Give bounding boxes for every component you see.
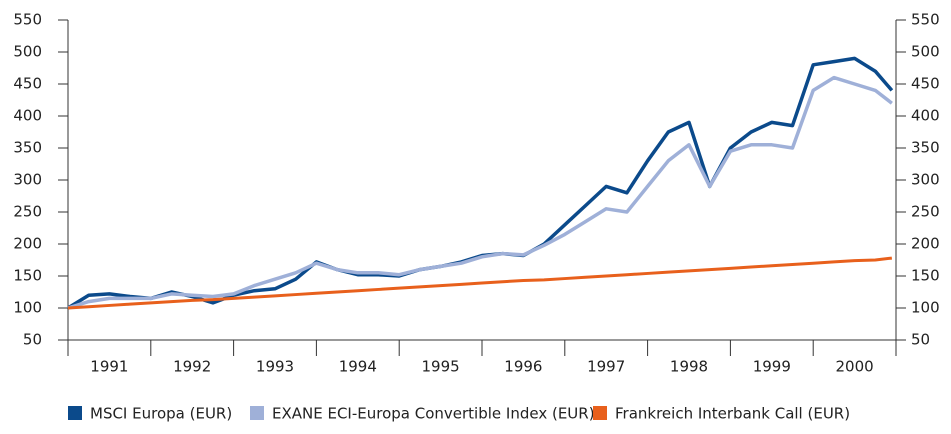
y2-tick-label: 450 xyxy=(911,75,940,93)
y2-tick-label: 550 xyxy=(911,11,940,29)
legend-label: MSCI Europa (EUR) xyxy=(90,405,232,423)
series-line xyxy=(67,256,893,310)
series-line xyxy=(67,56,894,310)
legend-label: Frankreich Interbank Call (EUR) xyxy=(615,405,850,423)
y2-tick-label: 100 xyxy=(911,299,940,317)
y2-tick-label: 400 xyxy=(911,107,940,125)
x-tick-label: 2000 xyxy=(836,358,874,376)
legend-swatch xyxy=(593,406,607,420)
x-tick-label: 1991 xyxy=(90,358,128,376)
y2-tick-label: 150 xyxy=(911,267,940,285)
y2-tick-label: 500 xyxy=(911,43,940,61)
y-tick-label: 150 xyxy=(13,267,42,285)
x-tick-label: 1995 xyxy=(422,358,460,376)
y-tick-label: 200 xyxy=(13,235,42,253)
x-tick-label: 1998 xyxy=(670,358,708,376)
y-tick-label: 350 xyxy=(13,139,42,157)
x-tick-label: 1994 xyxy=(339,358,377,376)
y-tick-label: 50 xyxy=(23,331,42,349)
legend-swatch xyxy=(68,406,82,420)
legend-swatch xyxy=(250,406,264,420)
x-tick-label: 1992 xyxy=(173,358,211,376)
y-tick-label: 400 xyxy=(13,107,42,125)
y-tick-label: 550 xyxy=(13,11,42,29)
y-tick-label: 250 xyxy=(13,203,42,221)
y-tick-label: 100 xyxy=(13,299,42,317)
y-tick-label: 450 xyxy=(13,75,42,93)
series-line xyxy=(67,75,893,310)
y2-tick-label: 350 xyxy=(911,139,940,157)
y2-tick-label: 200 xyxy=(911,235,940,253)
y2-tick-label: 250 xyxy=(911,203,940,221)
y-tick-label: 500 xyxy=(13,43,42,61)
x-tick-label: 1997 xyxy=(587,358,625,376)
y2-tick-label: 300 xyxy=(911,171,940,189)
x-tick-label: 1993 xyxy=(256,358,294,376)
x-tick-label: 1996 xyxy=(504,358,542,376)
y-tick-label: 300 xyxy=(13,171,42,189)
y2-tick-label: 50 xyxy=(911,331,930,349)
legend-label: EXANE ECI-Europa Convertible Index (EUR) xyxy=(272,405,595,423)
x-tick-label: 1999 xyxy=(753,358,791,376)
